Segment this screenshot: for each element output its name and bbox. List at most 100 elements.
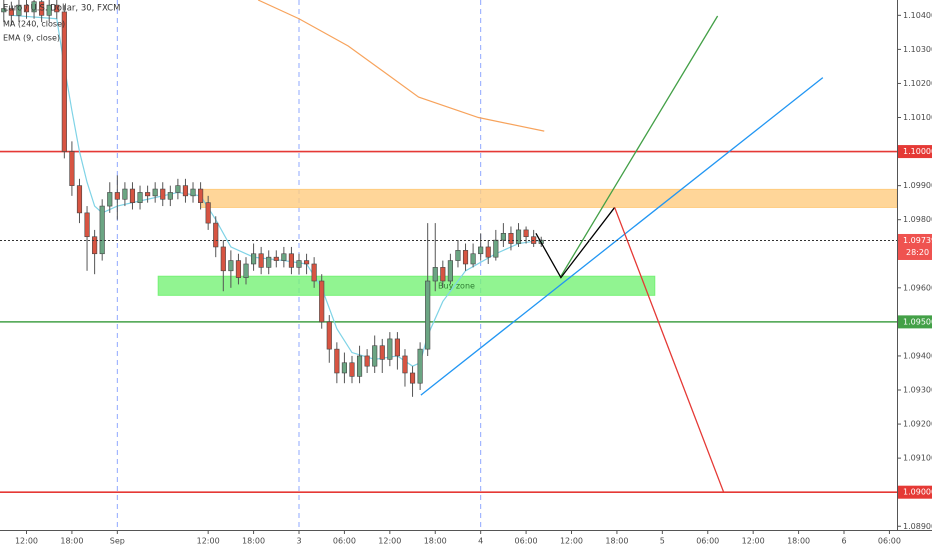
candle-body: [198, 188, 204, 203]
candle-body: [462, 250, 469, 265]
x-tick-label: 5: [660, 537, 665, 546]
candle-body: [402, 355, 408, 374]
x-tick-label: 18:00: [605, 537, 628, 546]
x-tick-label: 06:00: [515, 537, 538, 546]
candle-body: [372, 345, 378, 367]
candle-body: [311, 263, 317, 282]
current-price-box: [898, 233, 932, 260]
candle-body: [220, 246, 226, 272]
candle-body: [387, 338, 393, 360]
y-tick-label: 1.09800: [903, 215, 932, 224]
x-tick-label: 4: [478, 537, 483, 546]
x-tick-label: 3: [296, 537, 301, 546]
candle-body: [251, 253, 257, 265]
candle-body: [235, 260, 242, 278]
level-label-box: [898, 485, 932, 499]
x-tick-label: 12:00: [742, 537, 765, 546]
candle-body: [137, 192, 143, 203]
candle-body: [394, 338, 400, 357]
candle-body: [500, 233, 506, 241]
x-tick-label: 06:00: [878, 537, 901, 546]
level-label-box: [898, 315, 932, 329]
candle-body: [334, 348, 340, 374]
candle-body: [425, 280, 431, 350]
candle-body: [152, 188, 158, 197]
trend-drawing: [614, 207, 725, 493]
level-label: 1.09500: [903, 317, 932, 326]
trend-drawing: [535, 207, 616, 279]
candle-body: [266, 256, 272, 268]
x-tick-label: 6: [841, 537, 846, 546]
x-tick-label: 18:00: [424, 537, 447, 546]
candle-body: [39, 1, 45, 16]
candle-body: [228, 260, 234, 272]
candle-body: [364, 355, 370, 367]
candle-body: [319, 280, 325, 323]
current-price-label: 1.09739: [903, 236, 932, 245]
candle-body: [92, 236, 98, 255]
candle-body: [16, 4, 22, 16]
candle-body: [288, 253, 295, 268]
y-tick-label: 1.09200: [903, 420, 932, 429]
candle-body: [8, 8, 14, 16]
legend-ma: MA (240, close): [3, 20, 65, 29]
candle-body: [182, 185, 189, 197]
candle-body: [326, 321, 332, 350]
x-tick-label: 06:00: [333, 537, 356, 546]
y-tick-label: 1.09300: [903, 386, 932, 395]
candle-body: [84, 212, 90, 238]
candle-body: [455, 250, 461, 261]
x-tick-label: Sep: [110, 537, 125, 546]
zone: [200, 188, 897, 208]
x-tick-label: 18:00: [60, 537, 83, 546]
candle-body: [523, 229, 529, 238]
x-tick-label: 12:00: [378, 537, 401, 546]
candle-body: [1, 8, 7, 13]
y-tick-label: 1.10100: [903, 113, 932, 122]
candle-body: [470, 253, 476, 265]
candle-body: [160, 188, 166, 200]
candle-body: [508, 233, 514, 244]
plot-area: Buy zone: [0, 0, 897, 530]
candle-body: [54, 4, 60, 13]
candle-body: [485, 246, 491, 258]
candle-body: [190, 188, 196, 197]
candle-body: [213, 222, 219, 248]
candle-body: [129, 188, 136, 203]
legend-ema: EMA (9, close): [3, 34, 60, 43]
candle-body: [447, 260, 453, 282]
candle-body: [23, 4, 30, 13]
candle-body: [493, 239, 499, 258]
candle-body: [432, 267, 438, 282]
candle-body: [69, 151, 75, 186]
candle-body: [175, 185, 181, 193]
y-tick-label: 1.09100: [903, 454, 932, 463]
indicator-line: [257, 0, 545, 132]
level-label: 1.10000: [903, 147, 932, 156]
zone-label: Buy zone: [438, 281, 475, 290]
candle-body: [258, 253, 264, 268]
candle-body: [515, 229, 522, 244]
candle-body: [167, 192, 173, 200]
level-label: 1.09000: [903, 488, 932, 497]
candle-body: [273, 256, 279, 261]
candle-body: [440, 267, 446, 282]
candle-body: [478, 246, 484, 255]
candle-body: [341, 362, 347, 374]
candle-body: [417, 348, 423, 384]
candle-body: [76, 185, 83, 214]
x-tick-label: 18:00: [242, 537, 265, 546]
x-tick-label: 06:00: [696, 537, 719, 546]
x-tick-label: 12:00: [15, 537, 38, 546]
candle-body: [281, 253, 287, 261]
y-tick-label: 1.10300: [903, 45, 932, 54]
y-tick-label: 1.09900: [903, 181, 932, 190]
zone: [157, 275, 656, 296]
candle-body: [409, 372, 416, 384]
candle-body: [303, 260, 310, 265]
candle-body: [114, 192, 120, 200]
candle-body: [205, 202, 211, 224]
